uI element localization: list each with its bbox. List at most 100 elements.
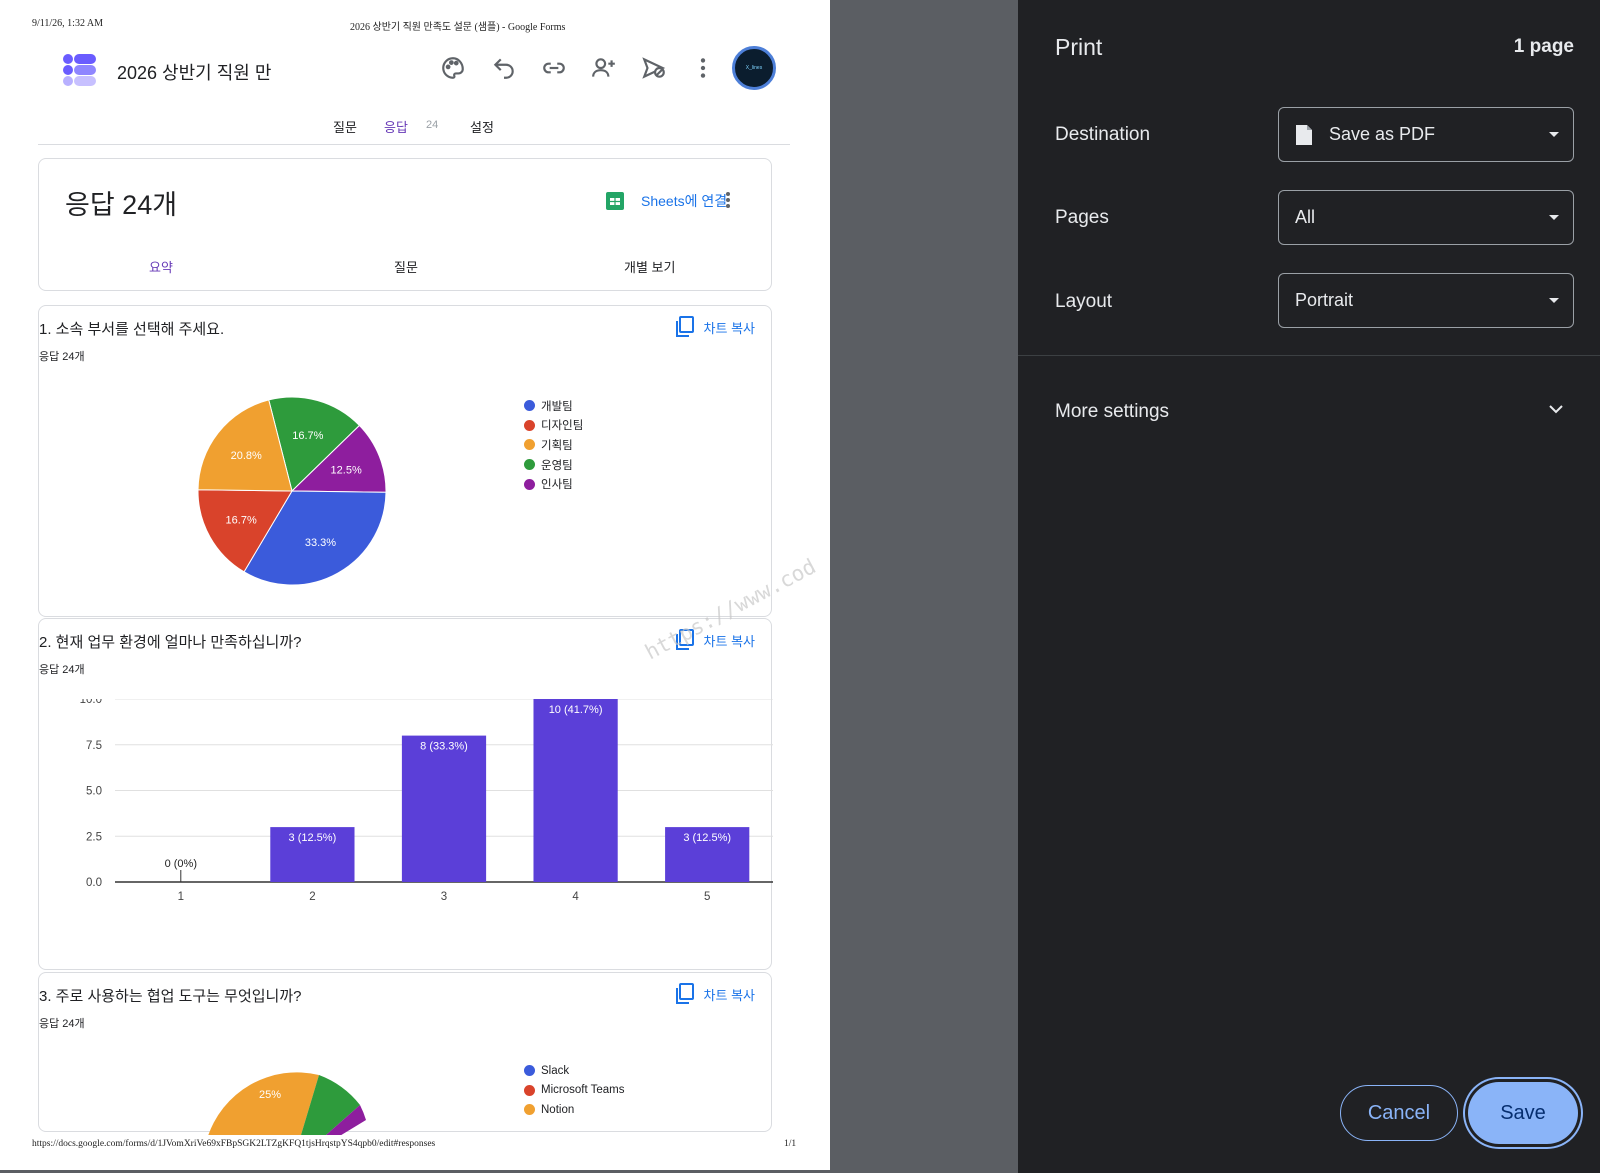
pie-slice-other (326, 1105, 366, 1135)
copy-chart-button[interactable]: 차트 복사 (674, 629, 755, 651)
preview-page: 9/11/26, 1:32 AM 2026 상반기 직원 만족도 설문 (샘플)… (0, 0, 830, 1170)
x-tick-label: 3 (441, 891, 447, 903)
legend-swatch (524, 478, 535, 490)
copy-icon (675, 316, 694, 337)
more-vert-icon[interactable] (690, 55, 716, 81)
pie-slice-label: 20.8% (231, 450, 262, 462)
pie-slice-디자인팀 (197, 489, 293, 573)
chevron-down-icon (1549, 298, 1559, 303)
legend-swatch (524, 419, 535, 431)
pie-slice-기획팀 (197, 399, 293, 492)
response-count: 응답 24개 (39, 351, 85, 363)
pie-slice-label: 25% (259, 1089, 281, 1101)
pie-slice-운영팀 (268, 396, 361, 492)
legend-item: 기획팀 (524, 435, 583, 455)
copy-icon (675, 629, 694, 650)
subtab-individual[interactable]: 개별 보기 (624, 260, 676, 275)
file-icon (1296, 124, 1312, 145)
legend-swatch (524, 459, 535, 471)
bar-4 (533, 699, 618, 882)
question-card-1: 1. 소속 부서를 선택해 주세요. 응답 24개 차트 복사 16.7% 12.… (38, 305, 772, 617)
legend-label: 인사팀 (541, 479, 573, 492)
legend-label: Microsoft Teams (541, 1084, 625, 1097)
sheets-icon (606, 192, 624, 210)
legend-item: 운영팀 (524, 455, 583, 475)
svg-text:https://www.cod: https://www.cod (641, 554, 820, 664)
pages-select[interactable]: All (1278, 190, 1574, 245)
tabs-divider (38, 144, 790, 145)
bar-5 (665, 827, 750, 882)
bar-data-label: 3 (12.5%) (683, 832, 731, 844)
copy-chart-button[interactable]: 차트 복사 (674, 316, 755, 338)
legend-item: 개발팀 (524, 396, 583, 416)
forms-logo-icon (63, 54, 96, 86)
chevron-down-icon (1549, 132, 1559, 137)
legend-swatch (524, 400, 535, 412)
subtab-questions[interactable]: 질문 (394, 260, 418, 275)
print-title: Print (1055, 34, 1103, 60)
subtab-summary[interactable]: 요약 (149, 260, 173, 275)
watermark: https://www.cod (641, 554, 820, 664)
x-tick-label: 5 (704, 891, 710, 903)
add-collaborator-icon[interactable] (591, 55, 617, 81)
question-card-3: 3. 주로 사용하는 협업 도구는 무엇입니까? 응답 24개 차트 복사 25… (38, 972, 772, 1135)
palette-icon[interactable] (440, 55, 466, 81)
print-datetime: 9/11/26, 1:32 AM (32, 18, 104, 29)
y-tick-label: 2.5 (86, 831, 102, 843)
legend-item: Microsoft Teams (524, 1081, 625, 1101)
legend-item: Slack (524, 1061, 625, 1081)
print-page-number: 1/1 (784, 1139, 797, 1149)
bar-data-label: 10 (41.7%) (549, 704, 603, 716)
destination-select[interactable]: Save as PDF (1278, 107, 1574, 162)
responses-summary-card: 응답 24개 Sheets에 연결 요약 질문 개별 보기 (38, 158, 772, 291)
legend-swatch (524, 439, 535, 451)
question-title: 2. 현재 업무 환경에 얼마나 만족하십니까? (39, 634, 302, 651)
response-count: 응답 24개 (39, 1018, 85, 1030)
legend-swatch (524, 1104, 535, 1116)
link-to-sheets-button[interactable]: Sheets에 연결 (605, 191, 727, 211)
bar-3 (401, 735, 487, 882)
legend-item: Notion (524, 1100, 625, 1120)
tab-settings[interactable]: 설정 (470, 120, 494, 135)
legend-label: 기획팀 (541, 439, 573, 452)
bar-2 (270, 827, 355, 882)
question-card-2: 2. 현재 업무 환경에 얼마나 만족하십니까? 응답 24개 차트 복사 0.… (38, 618, 773, 970)
legend-label: Slack (541, 1064, 570, 1077)
legend-item: 인사팀 (524, 474, 583, 494)
link-icon[interactable] (541, 55, 567, 81)
legend-label: 운영팀 (541, 459, 573, 472)
x-tick-label: 4 (572, 891, 579, 903)
copy-chart-button[interactable]: 차트 복사 (674, 983, 755, 1005)
y-tick-label: 7.5 (86, 740, 102, 752)
copy-icon (675, 983, 694, 1004)
more-vert-icon[interactable] (725, 191, 731, 209)
pie-chart-tools: 25% (208, 1072, 366, 1135)
y-tick-label: 10.0 (80, 699, 102, 706)
y-tick-label: 5.0 (86, 786, 102, 798)
pie-slice-notion (208, 1072, 319, 1135)
pie-slice-인사팀 (290, 424, 387, 493)
question-title: 1. 소속 부서를 선택해 주세요. (39, 321, 225, 338)
layout-label: Layout (1055, 291, 1113, 312)
cancel-button[interactable]: Cancel (1340, 1085, 1458, 1141)
more-settings-toggle[interactable]: More settings (1055, 401, 1170, 422)
form-title: 2026 상반기 직원 만 (117, 63, 272, 83)
legend-label: 디자인팀 (541, 420, 584, 433)
tab-questions[interactable]: 질문 (333, 120, 357, 135)
pie-slice-label: 12.5% (331, 464, 362, 476)
print-doc-title: 2026 상반기 직원 만족도 설문 (샘플) - Google Forms (350, 22, 566, 33)
page-count: 1 page (1513, 36, 1574, 57)
legend-label: Notion (541, 1103, 575, 1116)
legend-item: 디자인팀 (524, 416, 583, 436)
layout-select[interactable]: Portrait (1278, 273, 1574, 328)
settings-divider (1018, 355, 1600, 356)
avatar[interactable]: X_lines (732, 46, 776, 90)
send-icon[interactable] (641, 55, 667, 81)
save-button[interactable]: Save (1468, 1082, 1578, 1144)
pie-slice-개발팀 (243, 490, 387, 586)
undo-icon[interactable] (491, 55, 517, 81)
chevron-down-icon[interactable] (1548, 403, 1564, 415)
bar-data-label: 8 (33.3%) (420, 741, 468, 753)
tab-responses[interactable]: 응답 (384, 120, 408, 135)
